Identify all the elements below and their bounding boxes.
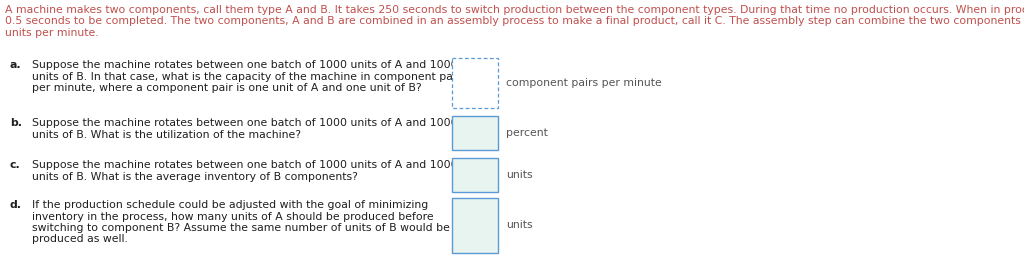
Text: d.: d. <box>10 200 22 210</box>
Bar <box>452 158 498 192</box>
Text: Suppose the machine rotates between one batch of 1000 units of A and 1000: Suppose the machine rotates between one … <box>32 118 458 128</box>
Text: A machine makes two components, call them type A and B. It takes 250 seconds to : A machine makes two components, call the… <box>5 5 1024 15</box>
Text: units of B. In that case, what is the capacity of the machine in component pairs: units of B. In that case, what is the ca… <box>32 72 466 81</box>
Text: If the production schedule could be adjusted with the goal of minimizing: If the production schedule could be adju… <box>32 200 428 210</box>
Text: units per minute.: units per minute. <box>5 28 98 38</box>
Text: b.: b. <box>10 118 22 128</box>
Text: inventory in the process, how many units of A should be produced before: inventory in the process, how many units… <box>32 211 433 221</box>
Text: c.: c. <box>10 160 20 170</box>
Text: produced as well.: produced as well. <box>32 235 128 244</box>
Bar <box>452 116 498 150</box>
Text: Suppose the machine rotates between one batch of 1000 units of A and 1000: Suppose the machine rotates between one … <box>32 60 458 70</box>
Text: units: units <box>506 170 532 180</box>
Bar <box>452 198 498 253</box>
Bar <box>452 58 498 108</box>
Text: units: units <box>506 221 532 230</box>
Text: units of B. What is the average inventory of B components?: units of B. What is the average inventor… <box>32 172 357 182</box>
Text: percent: percent <box>506 128 548 138</box>
Text: switching to component B? Assume the same number of units of B would be: switching to component B? Assume the sam… <box>32 223 450 233</box>
Text: Suppose the machine rotates between one batch of 1000 units of A and 1000: Suppose the machine rotates between one … <box>32 160 458 170</box>
Text: units of B. What is the utilization of the machine?: units of B. What is the utilization of t… <box>32 130 301 139</box>
Text: a.: a. <box>10 60 22 70</box>
Text: 0.5 seconds to be completed. The two components, A and B are combined in an asse: 0.5 seconds to be completed. The two com… <box>5 16 1024 26</box>
Text: component pairs per minute: component pairs per minute <box>506 78 662 88</box>
Text: per minute, where a component pair is one unit of A and one unit of B?: per minute, where a component pair is on… <box>32 83 422 93</box>
